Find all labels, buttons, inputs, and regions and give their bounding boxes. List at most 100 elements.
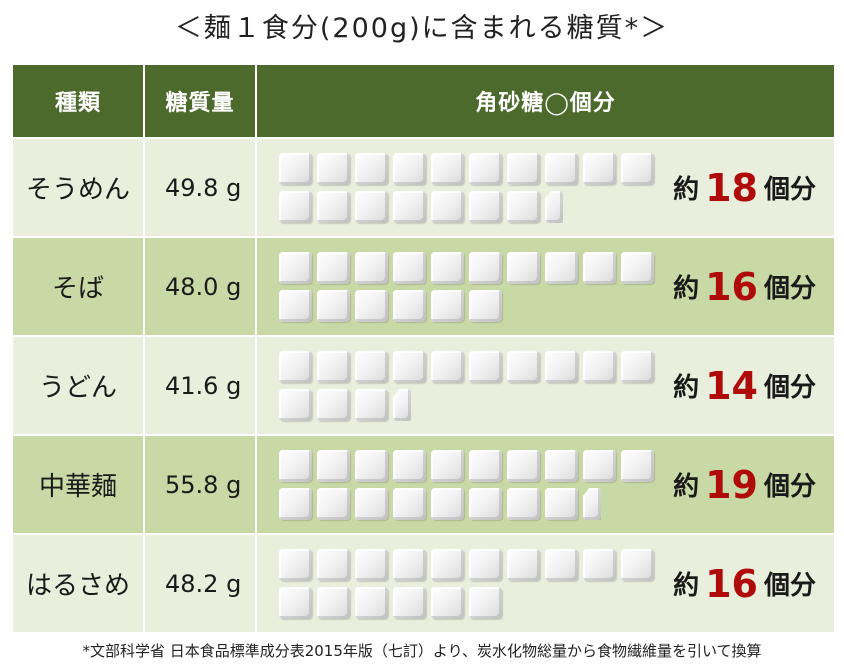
sugar-cube-icon — [469, 450, 502, 482]
table-row: はるさめ 48.2 g 約 16 個分 — [11, 533, 836, 634]
sugar-cube-icon — [621, 252, 654, 284]
sugar-cube-icon — [279, 488, 312, 520]
sugar-cube-icon — [507, 351, 540, 383]
sugar-cube-icon — [279, 450, 312, 482]
sugar-cube-icon — [507, 191, 540, 223]
cube-count: 約 16 個分 — [673, 535, 816, 632]
sugar-cube-icon — [393, 450, 426, 482]
partial-sugar-cube-icon — [583, 488, 601, 520]
header-kind: 種類 — [11, 63, 145, 139]
sugar-cube-icon — [393, 290, 426, 322]
sugar-cube-icon — [583, 450, 616, 482]
cube-count: 約 14 個分 — [673, 337, 816, 434]
sugar-cube-icon — [621, 351, 654, 383]
partial-sugar-cube-icon — [545, 191, 563, 223]
sugar-cube-icon — [507, 549, 540, 581]
sugar-cube-icon — [317, 549, 350, 581]
sugar-cube-icon — [431, 351, 464, 383]
sugar-cube-icon — [279, 252, 312, 284]
sugar-cube-icon — [393, 153, 426, 185]
cube-count: 約 18 個分 — [673, 139, 816, 236]
sugar-cube-icon — [431, 290, 464, 322]
header-cubes: 角砂糖◯個分 — [255, 63, 836, 139]
noodle-name: 中華麺 — [11, 434, 145, 535]
sugar-cube-icon — [545, 450, 578, 482]
cubes-cell: 約 14 個分 — [255, 335, 836, 436]
sugar-cube-icon — [469, 488, 502, 520]
sugar-cube-icon — [279, 153, 312, 185]
sugar-cube-icon — [431, 488, 464, 520]
sugar-cube-icon — [355, 450, 388, 482]
sugar-cube-icon — [469, 191, 502, 223]
sugar-cube-icon — [355, 290, 388, 322]
count-suffix: 個分 — [763, 373, 816, 403]
cubes-cell: 約 19 個分 — [255, 434, 836, 535]
sugar-cube-icon — [279, 191, 312, 223]
count-number: 19 — [705, 462, 758, 507]
sugar-cube-icon — [279, 587, 312, 619]
sugar-cubes — [279, 153, 659, 223]
sugar-cube-icon — [355, 153, 388, 185]
sugar-cube-icon — [355, 389, 388, 421]
sugar-cube-icon — [545, 488, 578, 520]
sugar-cube-icon — [393, 351, 426, 383]
sugar-cubes — [279, 450, 659, 520]
table-row: 中華麺 55.8 g 約 19 個分 — [11, 434, 836, 535]
sugar-cube-icon — [317, 488, 350, 520]
sugar-cube-icon — [317, 290, 350, 322]
sugar-cube-icon — [583, 252, 616, 284]
sugar-cube-icon — [279, 290, 312, 322]
count-prefix: 約 — [673, 472, 700, 502]
count-suffix: 個分 — [763, 175, 816, 205]
sugar-amount: 41.6 g — [143, 335, 257, 436]
count-number: 18 — [705, 165, 758, 210]
sugar-cube-icon — [317, 252, 350, 284]
table-row: そうめん 49.8 g 約 18 個分 — [11, 137, 836, 238]
sugar-cube-icon — [355, 488, 388, 520]
sugar-cube-icon — [545, 252, 578, 284]
cube-count: 約 16 個分 — [673, 238, 816, 335]
sugar-cube-icon — [355, 351, 388, 383]
sugar-table: 種類 糖質量 角砂糖◯個分 そうめん 49.8 g 約 18 個分 そば 48.… — [11, 63, 836, 634]
count-prefix: 約 — [673, 373, 700, 403]
noodle-name: そうめん — [11, 137, 145, 238]
cubes-cell: 約 18 個分 — [255, 137, 836, 238]
sugar-cube-icon — [317, 153, 350, 185]
sugar-cube-icon — [469, 351, 502, 383]
sugar-cube-icon — [621, 450, 654, 482]
sugar-cube-icon — [393, 252, 426, 284]
sugar-cube-icon — [355, 549, 388, 581]
sugar-cube-icon — [355, 252, 388, 284]
count-suffix: 個分 — [763, 571, 816, 601]
page-title: ＜麺１食分(200g)に含まれる糖質*＞ — [174, 13, 670, 44]
sugar-cube-icon — [317, 389, 350, 421]
sugar-cube-icon — [621, 153, 654, 185]
partial-sugar-cube-icon — [393, 389, 411, 421]
sugar-cubes — [279, 252, 659, 322]
sugar-amount: 48.2 g — [143, 533, 257, 634]
sugar-cube-icon — [393, 191, 426, 223]
sugar-cube-icon — [279, 549, 312, 581]
sugar-cube-icon — [507, 450, 540, 482]
footnote: *文部科学省 日本食品標準成分表2015年版（七訂）より、炭水化物総量から食物繊… — [82, 642, 762, 660]
cube-count: 約 19 個分 — [673, 436, 816, 533]
noodle-name: はるさめ — [11, 533, 145, 634]
count-number: 16 — [705, 561, 758, 606]
sugar-cube-icon — [469, 252, 502, 284]
sugar-cube-icon — [317, 351, 350, 383]
sugar-amount: 49.8 g — [143, 137, 257, 238]
sugar-cube-icon — [507, 153, 540, 185]
sugar-cube-icon — [317, 587, 350, 619]
sugar-cube-icon — [317, 450, 350, 482]
sugar-cube-icon — [355, 587, 388, 619]
sugar-cube-icon — [393, 549, 426, 581]
count-suffix: 個分 — [763, 472, 816, 502]
sugar-cube-icon — [431, 587, 464, 619]
sugar-amount: 48.0 g — [143, 236, 257, 337]
sugar-cube-icon — [545, 549, 578, 581]
count-prefix: 約 — [673, 274, 700, 304]
noodle-name: そば — [11, 236, 145, 337]
sugar-cube-icon — [431, 153, 464, 185]
sugar-cube-icon — [393, 587, 426, 619]
sugar-cubes — [279, 549, 659, 619]
